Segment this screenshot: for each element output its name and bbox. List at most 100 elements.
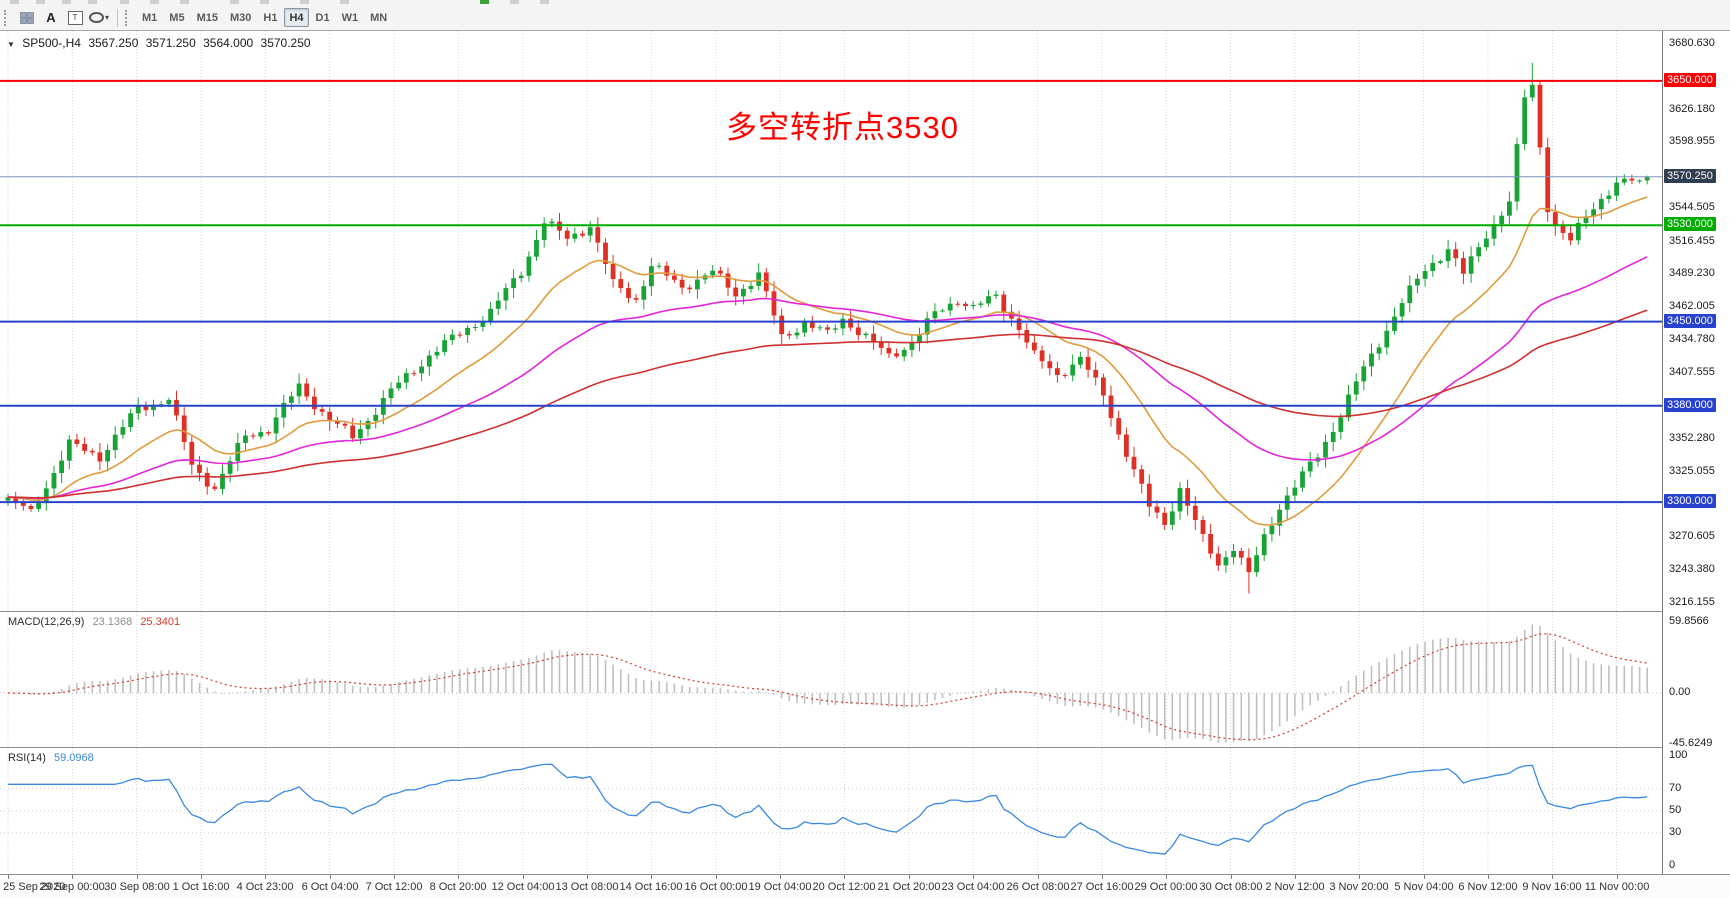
time-tick <box>651 875 652 879</box>
timeframe-button-mn[interactable]: MN <box>365 8 392 27</box>
pane-separator-rsi[interactable] <box>0 747 1730 748</box>
price-axis-label: 3270.605 <box>1669 530 1715 542</box>
ohlc-low: 3564.000 <box>203 36 254 50</box>
macd-signal-line <box>7 633 1648 741</box>
price-line-badge: 3530.000 <box>1664 217 1716 231</box>
rsi-canvas[interactable] <box>0 748 1662 874</box>
timeframe-button-h1[interactable]: H1 <box>258 8 282 27</box>
rsi-value: 59.0968 <box>53 752 94 764</box>
time-tick <box>844 875 845 879</box>
timeframe-button-d1[interactable]: D1 <box>311 8 335 27</box>
time-axis-label: 1 Oct 16:00 <box>172 881 230 893</box>
clipped-toolbar-row <box>0 0 1730 5</box>
macd-signal-value: 25.3401 <box>140 616 181 628</box>
time-tick <box>973 875 974 879</box>
time-axis[interactable]: 25 Sep 2020 29 Sep 00:00 30 Sep 08:00 1 Oct… <box>0 874 1730 898</box>
ma-line-slow[interactable] <box>7 309 1648 499</box>
macd-canvas[interactable] <box>0 612 1662 747</box>
time-axis-label: 29 Oct 00:00 <box>1134 881 1198 893</box>
chart-grid-icon[interactable] <box>15 7 39 28</box>
grid-lines <box>7 748 1618 874</box>
time-axis-label: 2 Nov 12:00 <box>1265 881 1325 893</box>
time-axis-label: 20 Oct 12:00 <box>812 881 876 893</box>
time-tick <box>1038 875 1039 879</box>
chart-annotation-text[interactable]: 多空转折点3530 <box>726 110 959 145</box>
text-tool-icon[interactable]: A <box>39 7 63 28</box>
time-tick <box>1359 875 1360 879</box>
clipped-toolbar-icon <box>510 0 519 4</box>
time-axis-label: 14 Oct 16:00 <box>619 881 683 893</box>
label-tool-glyph: T <box>67 10 83 25</box>
macd-axis-label: -45.6249 <box>1669 737 1713 749</box>
price-axis-label: 3489.230 <box>1669 267 1715 279</box>
time-tick <box>1295 875 1296 879</box>
time-tick <box>523 875 524 879</box>
timeframe-button-h4[interactable]: H4 <box>284 8 309 27</box>
clipped-toolbar-icon <box>36 0 45 4</box>
price-axis-label: 3626.180 <box>1669 103 1715 115</box>
price-axis[interactable]: 3680.630 3626.180 3598.955 3544.505 3516.455… <box>1662 31 1730 874</box>
macd-label-name: MACD(12,26,9) <box>8 616 85 628</box>
ohlc-open: 3567.250 <box>88 36 139 50</box>
time-tick <box>137 875 138 879</box>
timeframe-button-m1[interactable]: M1 <box>137 8 162 27</box>
price-line-badge: 3300.000 <box>1664 494 1716 508</box>
clipped-toolbar-icon <box>340 0 349 4</box>
time-tick <box>1552 875 1553 879</box>
price-line-badge: 3650.000 <box>1664 73 1716 87</box>
timeframe-button-m5[interactable]: M5 <box>164 8 189 27</box>
collapse-triangle-icon: ▼ <box>7 40 15 49</box>
toolbar-row: A T ▾ M1 M5 M15 M30 H1 H4 D1 W1 MN <box>0 5 1730 30</box>
ma-line-medium[interactable] <box>7 256 1648 500</box>
clipped-toolbar-icon <box>180 0 189 4</box>
symbol-ohlc-line: ▼ SP500-,H4 3567.250 3571.250 3564.000 3… <box>7 36 315 50</box>
time-tick <box>909 875 910 879</box>
price-axis-label: 3516.455 <box>1669 235 1715 247</box>
timeframe-button-w1[interactable]: W1 <box>337 8 364 27</box>
price-axis-label: 3598.955 <box>1669 135 1715 147</box>
timeframe-button-m15[interactable]: M15 <box>192 8 223 27</box>
time-tick <box>394 875 395 879</box>
price-line-badge: 3380.000 <box>1664 398 1716 412</box>
price-axis-label: 3462.005 <box>1669 300 1715 312</box>
time-axis-label: 19 Oct 04:00 <box>748 881 812 893</box>
timeframe-toolbar-drag-handle[interactable] <box>125 9 132 26</box>
ma-line-fast[interactable] <box>7 196 1648 526</box>
ellipse-glyph <box>88 12 104 23</box>
time-axis-label: 30 Oct 08:00 <box>1199 881 1263 893</box>
rsi-axis-label: 70 <box>1669 782 1682 794</box>
rsi-line <box>8 763 1648 855</box>
time-axis-label: 9 Nov 16:00 <box>1522 881 1582 893</box>
rsi-axis-label: 0 <box>1669 859 1676 871</box>
price-axis-label: 3434.780 <box>1669 333 1715 345</box>
clipped-toolbar-icon <box>120 0 129 4</box>
toolbar: A T ▾ M1 M5 M15 M30 H1 H4 D1 W1 MN <box>0 0 1730 31</box>
shapes-tool-icon[interactable]: ▾ <box>87 7 111 28</box>
time-axis-label: 25 Sep 2020 <box>3 881 66 893</box>
clipped-toolbar-icon <box>150 0 159 4</box>
macd-histogram <box>7 624 1648 743</box>
macd-axis-label: 0.00 <box>1669 686 1691 698</box>
clipped-toolbar-icon <box>230 0 239 4</box>
time-tick <box>1166 875 1167 879</box>
macd-axis-label: 59.8566 <box>1669 615 1709 627</box>
rsi-axis-label: 30 <box>1669 826 1682 838</box>
time-tick <box>1231 875 1232 879</box>
time-axis-label: 21 Oct 20:00 <box>877 881 941 893</box>
toolbar-separator <box>117 8 118 27</box>
price-axis-label: 3216.155 <box>1669 596 1715 608</box>
time-axis-label: 3 Nov 20:00 <box>1329 881 1389 893</box>
clipped-toolbar-icon <box>62 0 71 4</box>
clipped-toolbar-icon <box>300 0 309 4</box>
main-chart-canvas[interactable] <box>0 31 1662 611</box>
timeframe-button-m30[interactable]: M30 <box>225 8 256 27</box>
pane-separator-macd[interactable] <box>0 611 1730 612</box>
price-axis-label: 3680.630 <box>1669 37 1715 49</box>
time-axis-label: 12 Oct 04:00 <box>491 881 555 893</box>
time-axis-label: 5 Nov 04:00 <box>1394 881 1454 893</box>
time-tick <box>1102 875 1103 879</box>
toolbar-drag-handle[interactable] <box>4 9 11 26</box>
label-tool-icon[interactable]: T <box>63 7 87 28</box>
time-tick <box>458 875 459 879</box>
time-axis-label: 7 Oct 12:00 <box>365 881 423 893</box>
